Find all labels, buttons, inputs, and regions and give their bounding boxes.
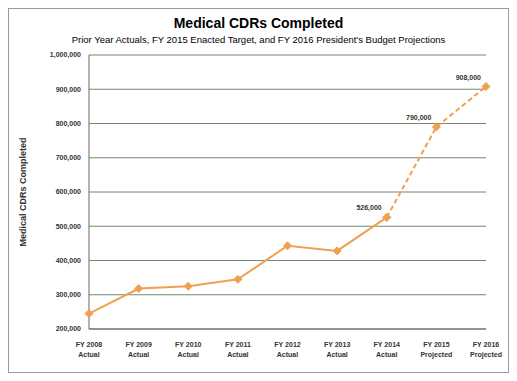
html-text:Prior Year Actuals, FY 2015 En: Prior Year Actuals, FY 2015 Enacted Targ… bbox=[71, 34, 446, 45]
svg-text:FY 2014Actual: FY 2014Actual bbox=[374, 341, 400, 358]
svg-text:526,000: 526,000 bbox=[356, 204, 381, 212]
svg-text:FY 2013Actual: FY 2013Actual bbox=[324, 341, 350, 358]
svg-text:900,000: 900,000 bbox=[56, 86, 81, 94]
svg-text:790,000: 790,000 bbox=[406, 114, 431, 122]
svg-text:600,000: 600,000 bbox=[56, 188, 81, 196]
svg-text:400,000: 400,000 bbox=[56, 257, 81, 265]
svg-text:FY 2012Actual: FY 2012Actual bbox=[274, 341, 300, 358]
svg-text:300,000: 300,000 bbox=[56, 291, 81, 299]
html-text:Medical CDRs Completed: Medical CDRs Completed bbox=[173, 15, 344, 31]
svg-text:FY 2010Actual: FY 2010Actual bbox=[175, 341, 201, 358]
svg-text:FY 2011Actual: FY 2011Actual bbox=[225, 341, 251, 358]
svg-text:1,000,000: 1,000,000 bbox=[50, 51, 81, 59]
svg-text:FY 2016Projected: FY 2016Projected bbox=[470, 341, 502, 359]
svg-text:FY 2015Projected: FY 2015Projected bbox=[420, 341, 452, 359]
svg-text:200,000: 200,000 bbox=[56, 325, 81, 333]
svg-text:700,000: 700,000 bbox=[56, 154, 81, 162]
svg-text:Medical CDRs Completed: Medical CDRs Completed bbox=[18, 137, 28, 246]
svg-text:500,000: 500,000 bbox=[56, 223, 81, 231]
svg-text:FY 2008Actual: FY 2008Actual bbox=[76, 341, 102, 358]
svg-text:908,000: 908,000 bbox=[456, 74, 481, 82]
svg-text:FY 2009Actual: FY 2009Actual bbox=[125, 341, 151, 358]
svg-text:800,000: 800,000 bbox=[56, 120, 81, 128]
